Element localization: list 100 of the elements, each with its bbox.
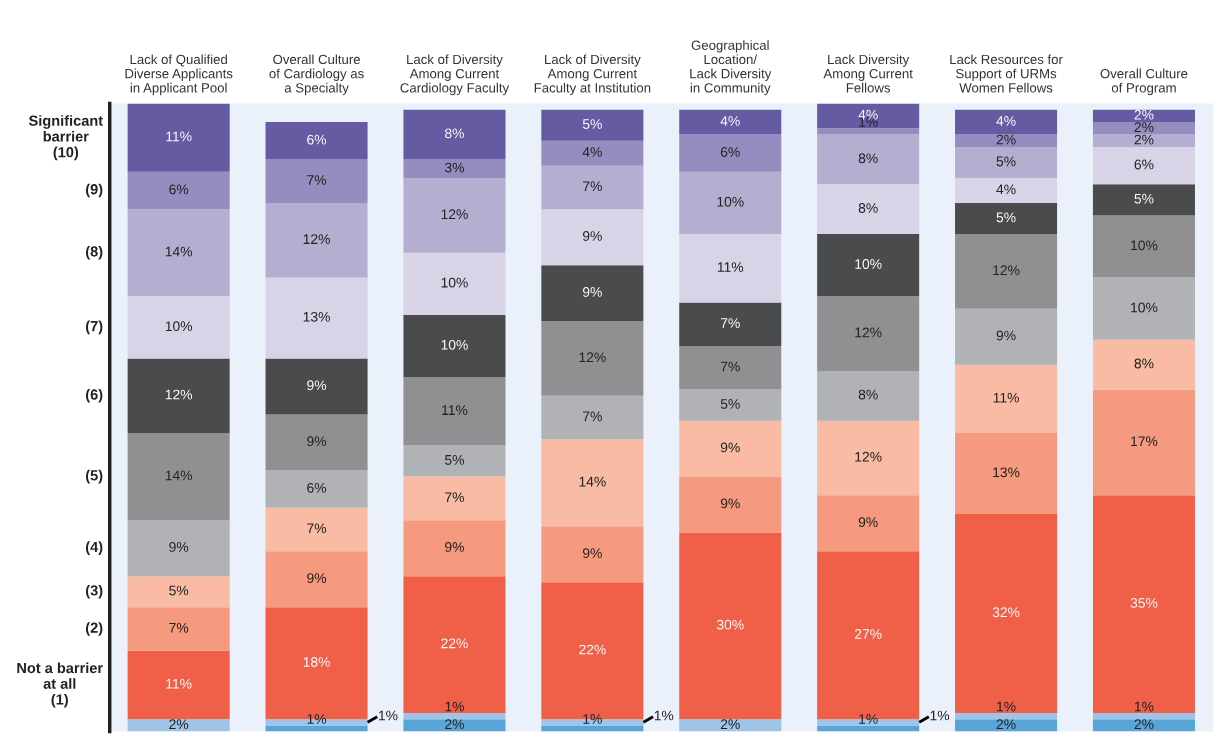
data-label: 1% <box>930 710 950 721</box>
data-label: 2% <box>720 719 740 730</box>
data-label: 8% <box>858 153 878 164</box>
bar <box>955 433 1058 514</box>
bar <box>1092 712 1195 720</box>
data-label: 9% <box>307 436 327 447</box>
bar <box>265 358 368 415</box>
x-tick-label: Overall Culture of Cardiology as a Specialty <box>269 54 364 96</box>
series-label: (6) <box>86 388 103 403</box>
bar <box>817 370 920 421</box>
data-label: 12% <box>579 352 606 363</box>
data-label: 10% <box>441 339 468 350</box>
data-label: 7% <box>583 411 602 422</box>
data-label: 1% <box>445 701 464 712</box>
data-label: 4% <box>720 116 740 126</box>
bar <box>403 520 506 577</box>
x-tick-label: Lack Resources for Support of URMs Women Fellows <box>950 54 1063 93</box>
data-label: 9% <box>858 517 878 527</box>
data-label: 11% <box>717 262 744 272</box>
bar <box>955 712 1058 720</box>
bar <box>817 128 920 135</box>
data-label: 9% <box>582 548 602 559</box>
data-label: 7% <box>720 361 740 372</box>
data-label: 9% <box>720 498 740 509</box>
bar <box>403 159 506 179</box>
bar <box>955 134 1058 147</box>
data-label: 2% <box>996 719 1016 730</box>
bar <box>817 234 920 297</box>
bar <box>403 178 506 253</box>
bar <box>127 209 230 297</box>
bar <box>403 377 506 446</box>
data-label: 7% <box>445 492 464 503</box>
bar <box>679 171 782 235</box>
bar <box>127 607 230 651</box>
data-label: 5% <box>1134 193 1154 204</box>
data-label: 2% <box>445 719 464 730</box>
data-label: 8% <box>858 203 878 213</box>
bar <box>127 650 230 720</box>
data-label: 7% <box>583 181 602 192</box>
data-label: 10% <box>1131 240 1158 251</box>
bar <box>955 719 1058 732</box>
data-label: 30% <box>716 619 744 630</box>
bar <box>1092 184 1195 216</box>
bar <box>127 358 230 434</box>
data-label: 1% <box>997 701 1016 712</box>
bar <box>679 476 782 533</box>
bar <box>127 171 230 210</box>
series-label: Significant barrier (10) <box>28 115 103 161</box>
x-tick-label: Geographical Location/ Lack Diversity in Community <box>690 40 772 96</box>
bar <box>403 445 506 477</box>
data-label: 10% <box>1131 302 1158 313</box>
bar <box>265 725 368 732</box>
bar <box>679 420 782 477</box>
data-label: 17% <box>1131 436 1158 447</box>
data-label: 2% <box>169 719 189 730</box>
series-label: (9) <box>86 183 103 198</box>
data-label: 10% <box>441 277 468 288</box>
bar <box>817 420 920 496</box>
bar <box>541 725 644 732</box>
data-label: 5% <box>996 212 1016 223</box>
bar <box>127 433 230 521</box>
data-label: 5% <box>720 399 740 409</box>
data-label: 10% <box>717 196 744 207</box>
bar <box>265 159 368 203</box>
data-label: 7% <box>307 523 327 534</box>
data-label: 7% <box>307 175 327 185</box>
data-label: 4% <box>582 147 602 157</box>
bar <box>403 252 506 315</box>
bar <box>679 302 782 347</box>
bar <box>265 122 368 160</box>
series-label: (4) <box>86 541 103 555</box>
bar <box>541 209 644 266</box>
bar <box>541 140 644 166</box>
bar <box>955 202 1058 235</box>
data-label: 12% <box>993 265 1020 276</box>
bar <box>679 134 782 172</box>
bar <box>955 234 1058 309</box>
data-label: 9% <box>307 380 327 391</box>
bar <box>265 277 368 359</box>
data-label: 9% <box>582 231 602 241</box>
bar <box>817 725 920 732</box>
bar <box>1092 277 1195 340</box>
bar <box>403 476 506 521</box>
bar <box>817 103 920 129</box>
bar <box>955 147 1058 179</box>
data-label: 6% <box>169 184 189 195</box>
bar <box>679 532 782 720</box>
data-label: 3% <box>444 162 464 173</box>
bar <box>679 389 782 421</box>
data-label: 14% <box>165 246 193 257</box>
bar <box>817 296 920 371</box>
data-label: 8% <box>858 389 878 400</box>
series-label: (7) <box>86 320 103 335</box>
bar <box>265 507 368 552</box>
data-label: 2% <box>996 134 1016 145</box>
bar <box>955 308 1058 365</box>
data-label: 18% <box>303 657 330 667</box>
data-label: 2% <box>1134 122 1154 133</box>
data-label: 22% <box>579 644 606 655</box>
bar <box>127 719 230 732</box>
